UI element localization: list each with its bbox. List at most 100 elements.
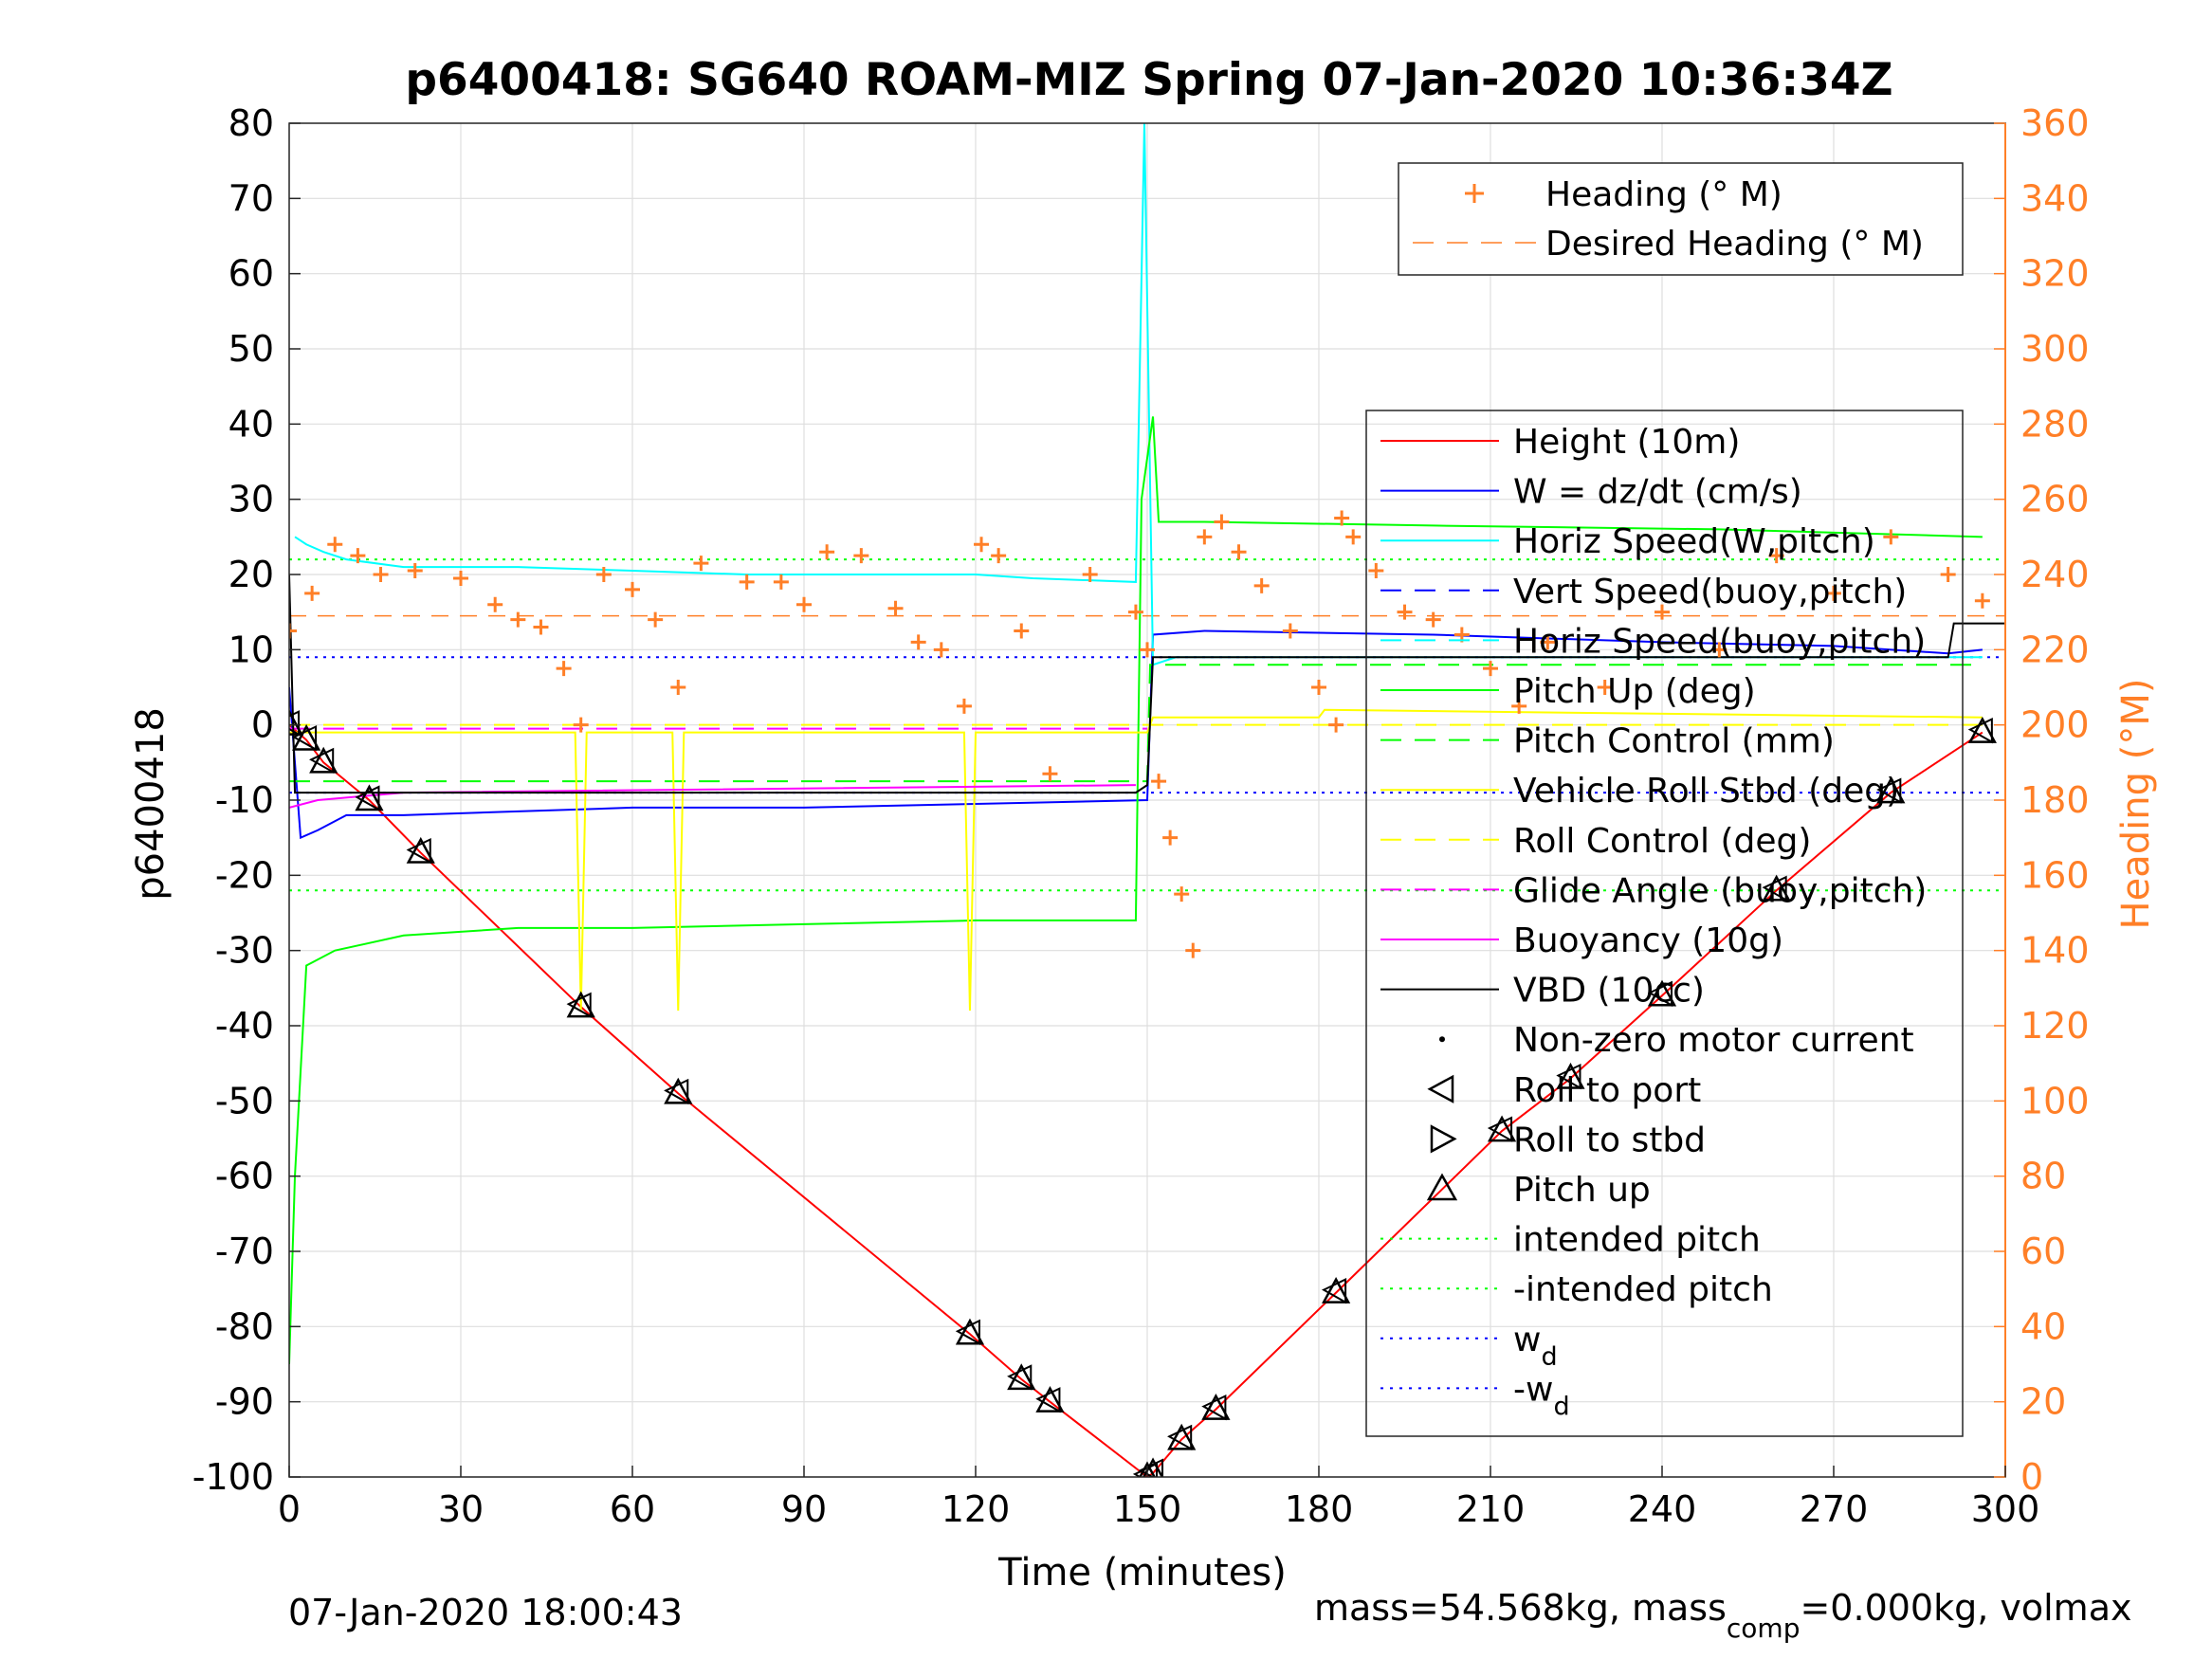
right-axis: 0 20 40 60 80 100 120 140 160 180 200 220 240 260 280 3… — [1994, 102, 2090, 1498]
legend-label: Roll Control (deg) — [1513, 822, 1811, 861]
x-tick-label: 90 — [781, 1488, 827, 1530]
y-tick-label: -10 — [215, 779, 274, 821]
legend-swatch — [1426, 1173, 1458, 1201]
legend-label: -wd — [1513, 1370, 1570, 1421]
roll-marker — [1487, 1116, 1513, 1142]
legend-label: Height (10m) — [1513, 423, 1740, 462]
heading-point — [595, 567, 612, 582]
legend-label: Pitch up — [1513, 1171, 1651, 1210]
y2-tick-label: 80 — [2020, 1156, 2066, 1197]
x-tick-label: 60 — [610, 1488, 655, 1530]
heading-point — [1483, 661, 1498, 677]
y-tick-label: 30 — [229, 479, 274, 520]
heading-point — [1282, 623, 1298, 639]
heading-point — [796, 596, 812, 612]
roll-marker — [1967, 718, 1993, 744]
heading-point — [1174, 886, 1190, 902]
heading-point — [1231, 544, 1247, 560]
heading-point — [1140, 642, 1155, 658]
pitch-up-marker — [1647, 979, 1677, 1007]
roll-marker — [355, 785, 380, 811]
heading-point — [1425, 611, 1441, 628]
heading-point — [910, 634, 926, 650]
legend-main-box — [1365, 410, 1964, 1437]
roll-marker — [1167, 1424, 1193, 1451]
y-tick-label: -30 — [215, 930, 274, 972]
x-tick-label: 180 — [1285, 1488, 1354, 1530]
pitch-up-marker — [1201, 1393, 1231, 1420]
plot-content — [289, 123, 2005, 1477]
heading-point — [1768, 548, 1784, 564]
heading-point — [819, 544, 835, 560]
heading-point — [407, 563, 423, 579]
pitch-up-marker — [1322, 1277, 1351, 1304]
series-pitch-up-deg- — [289, 416, 1983, 1365]
legend-heading-swatch — [1465, 184, 1484, 203]
pitch-up-marker — [406, 836, 435, 864]
y2-tick-label: 240 — [2020, 554, 2090, 595]
y2-tick-label: 360 — [2020, 102, 2090, 144]
legend-heading-label: Desired Heading (° M) — [1545, 225, 1924, 264]
y2-tick-label: 320 — [2020, 253, 2090, 295]
pitch-up-marker — [1762, 874, 1791, 902]
pitch-up-marker — [355, 784, 384, 811]
heading-point — [1883, 529, 1899, 545]
y-tick-label: 20 — [229, 554, 274, 595]
y-tick-label: 70 — [229, 177, 274, 219]
y-tick-label: -50 — [215, 1080, 274, 1121]
legend-swatch — [1439, 1036, 1445, 1043]
x-axis-label: Time (minutes) — [997, 1551, 1287, 1595]
y-tick-label: -40 — [215, 1005, 274, 1047]
series-layer — [289, 123, 2005, 1477]
heading-point — [1397, 604, 1413, 620]
heading-point — [304, 585, 320, 601]
heading-point — [373, 567, 389, 582]
roll-marker — [1762, 875, 1787, 902]
heading-point — [350, 548, 366, 564]
heading-point — [648, 611, 664, 628]
roll-marker — [291, 724, 318, 752]
heading-point — [1127, 604, 1143, 620]
legend-label: -intended pitch — [1513, 1270, 1773, 1309]
roll-marker — [1007, 1364, 1033, 1391]
legend-label: Glide Angle (buoy,pitch) — [1513, 871, 1927, 910]
roll-marker — [1647, 980, 1673, 1007]
legend-label: Non-zero motor current — [1513, 1021, 1914, 1060]
left-axis: -100-90-80-70-60-50-40-30-20-10010203040… — [192, 102, 301, 1498]
heading-point — [1597, 680, 1613, 695]
heading-point — [1826, 585, 1841, 601]
heading-point — [956, 698, 972, 714]
heading-point — [1214, 514, 1230, 530]
pitch-up-marker — [566, 991, 595, 1018]
heading-point — [1334, 510, 1350, 526]
roll-marker — [1556, 1063, 1581, 1090]
mass-footer-sub: comp — [1727, 1613, 1801, 1644]
heading-point — [1185, 942, 1201, 958]
motor-markers — [289, 709, 1997, 1477]
heading-point — [1940, 567, 1956, 582]
y-tick-label: 10 — [229, 629, 274, 670]
y2-tick-label: 100 — [2020, 1080, 2090, 1121]
pitch-up-marker — [955, 1318, 985, 1345]
y-tick-label: 0 — [251, 704, 274, 746]
heading-point — [670, 680, 686, 695]
y2-tick-label: 300 — [2020, 328, 2090, 370]
heading-point — [739, 574, 755, 590]
heading-point — [556, 661, 572, 677]
series-vbd-10cc- — [289, 574, 2005, 794]
roll-marker — [664, 1078, 689, 1105]
x-tick-label: 270 — [1800, 1488, 1869, 1530]
pitch-up-marker — [1035, 1386, 1065, 1413]
pitch-up-marker — [1138, 1461, 1157, 1477]
legend-swatch — [1427, 1074, 1454, 1103]
heading-point — [510, 611, 526, 628]
heading-point — [991, 548, 1007, 564]
y-tick-label: 40 — [229, 403, 274, 445]
y2-tick-label: 220 — [2020, 629, 2090, 670]
heading-point — [573, 717, 589, 733]
legend-label: wd — [1513, 1321, 1558, 1372]
heading-point — [933, 642, 949, 658]
heading-point — [1328, 717, 1344, 733]
heading-point — [453, 570, 468, 586]
